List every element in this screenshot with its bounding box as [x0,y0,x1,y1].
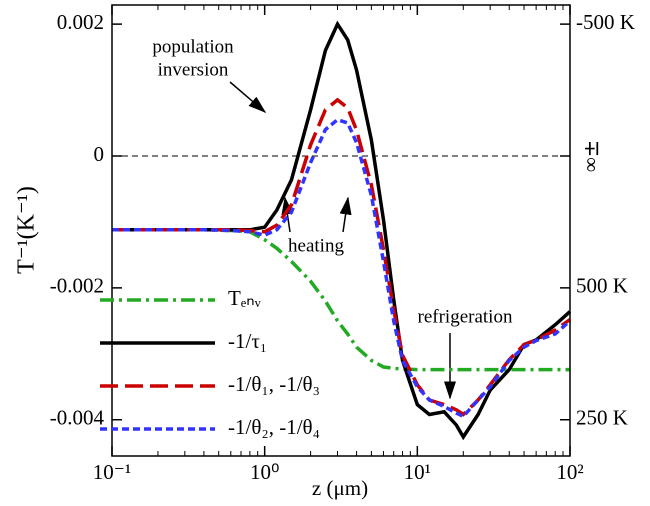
plot-frame [111,4,571,457]
annotation: heating [288,235,344,256]
y2-tick-label: -500 K [576,10,635,34]
series-line [112,97,572,417]
y-tick-label: -0.004 [50,406,105,430]
annotation: inversion [158,59,229,80]
legend-label: -1/θ₂, -1/θ₄ [228,415,320,439]
y2-tick-label: ∓∞ [580,140,604,173]
annotation-arrow [339,196,352,233]
y-tick-label: -0.002 [50,274,104,298]
series-line [112,20,572,441]
y2-tick-label: 500 K [576,274,628,298]
y-axis-label: T⁻¹(K⁻¹) [14,186,40,274]
y-tick-label: 0 [94,142,105,166]
x-tick-label: 10⁻¹ [93,460,131,484]
y2-tick-label: 250 K [576,406,628,430]
x-tick-label: 10¹ [404,460,431,484]
legend-label: -1/θ₁, -1/θ₃ [228,372,320,396]
x-axis-label: z (μm) [312,476,368,500]
x-tick-label: 10² [556,460,583,484]
series-line [112,228,570,372]
annotation: refrigeration [418,306,513,327]
legend-label: -1/τ₁ [228,329,267,353]
series-line [112,117,572,419]
annotation: population [152,36,234,57]
legend-label: Tₑₙᵥ [228,286,262,310]
y-tick-label: 0.002 [57,10,104,34]
x-tick-label: 10⁰ [250,460,279,484]
annotation-arrow [229,81,267,113]
annotation-arrow [281,196,294,233]
